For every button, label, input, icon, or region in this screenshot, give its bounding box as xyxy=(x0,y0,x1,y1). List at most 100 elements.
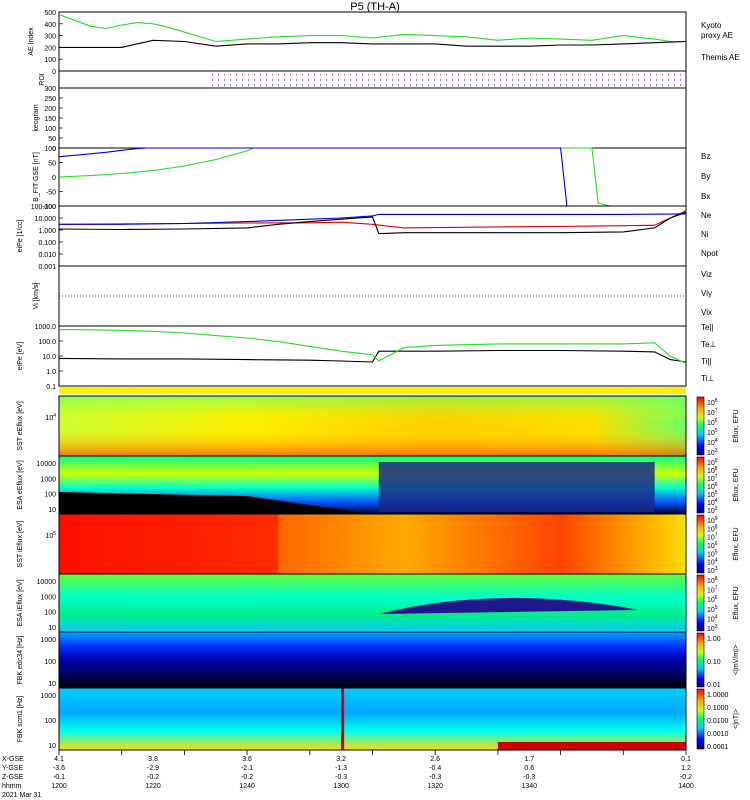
series-line-1 xyxy=(58,147,611,207)
legend-entry-0: Viz xyxy=(701,270,712,279)
colorbar-tick-label: 105 xyxy=(707,428,718,437)
colorbar-label: Eflux, EFU xyxy=(733,468,740,501)
y-axis-label: eiPe [1/cc] xyxy=(17,220,24,253)
y-tick-label: 1000 xyxy=(40,637,56,644)
spectrogram-hot-region xyxy=(341,688,345,750)
y-tick-label: 0.1 xyxy=(46,384,56,391)
x-tick-label: 1300 xyxy=(333,783,349,790)
x-axis-row-label-1: Y-GSE xyxy=(2,765,23,772)
y-tick-label: 10.000 xyxy=(35,216,57,223)
y-tick-label: 100.000 xyxy=(31,204,56,211)
y-axis-label: Vi [km/s] xyxy=(33,283,40,310)
colorbar-tick-label: 104 xyxy=(707,558,718,567)
colorbar-tick-label: 0.10 xyxy=(707,659,721,666)
colorbar-tick-label: 106 xyxy=(707,595,718,604)
panel-keogram: 300 250 200 150 100 50 0 keogram xyxy=(33,86,687,153)
y-tick-label: 150 xyxy=(44,116,56,123)
panel-temperature: 1000.0 100.0 10.0 1.0 0.1 eiPe [eV] Te|| Te⊥ Ti|… xyxy=(17,323,716,391)
y-tick-label: 0 xyxy=(52,69,56,76)
series-line-2 xyxy=(58,329,687,364)
legend-entry-0b: proxy AE xyxy=(701,31,733,40)
y-tick-label: 10000 xyxy=(37,461,57,468)
colorbar-label: <|mV/m|> xyxy=(733,645,740,675)
colorbar-tick-label: 105 xyxy=(707,490,718,499)
x-tick-label: 1200 xyxy=(51,783,67,790)
x-axis-row-label-3: hhmm xyxy=(2,783,22,790)
colorbar-tick-label: 109 xyxy=(707,516,718,525)
legend-entry-1: By xyxy=(701,172,710,181)
y-tick-label: 0.010 xyxy=(38,252,56,259)
x-tick-label: 1400 xyxy=(678,783,694,790)
y-axis-label: SST eEflux [eV] xyxy=(17,401,24,450)
y-axis-label: eiPe [eV] xyxy=(17,342,24,370)
y-tick-label: -100 xyxy=(42,204,56,211)
y-tick-label: 0 xyxy=(52,146,56,153)
colorbar xyxy=(696,456,705,514)
x-tick-label: 0.1 xyxy=(681,756,691,763)
x-tick-label: -0.4 xyxy=(429,765,441,772)
legend-entry-2: Ti|| xyxy=(701,357,712,366)
spectrogram-hot-region xyxy=(497,742,686,750)
y-tick-label: 300 xyxy=(44,34,56,41)
panel-frame xyxy=(58,325,687,387)
spectrogram-image xyxy=(59,632,686,688)
y-tick-label: 200 xyxy=(44,45,56,52)
colorbar-tick-label: 103 xyxy=(707,624,718,633)
series-line-2 xyxy=(59,213,687,225)
panel-frame xyxy=(58,87,687,149)
legend-entry-3: Ti⊥ xyxy=(701,374,714,383)
y-tick-label: 104 xyxy=(45,413,56,422)
y-tick-label: 1000 xyxy=(40,693,56,700)
colorbar-tick-label: 109 xyxy=(707,458,718,467)
colorbar-tick-label: 108 xyxy=(707,398,718,407)
colorbar-tick-label: 1.0000 xyxy=(707,692,729,699)
y-tick-label: 0.100 xyxy=(38,240,56,247)
spectrogram-overlay xyxy=(59,396,686,456)
y-tick-label: 1.000 xyxy=(38,228,56,235)
spectrogram-dark-region xyxy=(59,492,373,514)
panel-spectrogram-6: 1000 100 10 FBK scm1 [Hz] 1.0000 0.1000 0.0100… xyxy=(17,687,740,751)
x-tick-label: -0.2 xyxy=(241,774,253,781)
date-label: 2021 Mar 31 xyxy=(2,792,41,799)
x-tick-label: -1.3 xyxy=(335,765,347,772)
colorbar-tick-label: 103 xyxy=(707,448,718,457)
colorbar-tick-label: 108 xyxy=(707,576,718,585)
x-tick-label: -3.6 xyxy=(53,765,65,772)
spectrogram-hot-region xyxy=(59,514,279,574)
y-axis-label: FBK edc34 [Hz] xyxy=(17,635,24,684)
panel-density: 100.000 10.000 1.000 0.100 0.010 0.001 eiPe [1… xyxy=(17,204,719,271)
colorbar-tick-label: 0.1000 xyxy=(707,705,729,712)
y-tick-label: 50 xyxy=(48,136,56,143)
y-tick-label: 10 xyxy=(48,681,56,688)
colorbar-tick-label: 0.0010 xyxy=(707,731,729,738)
legend-entry-1: Ni xyxy=(701,230,709,239)
colorbar-tick-label: 107 xyxy=(707,474,718,483)
colorbar-tick-label: 106 xyxy=(707,482,718,491)
x-tick-label: 1220 xyxy=(145,783,161,790)
x-tick-label: 3.6 xyxy=(242,756,252,763)
spectrogram-dark-region xyxy=(378,462,655,512)
panel-frame xyxy=(58,70,687,89)
colorbar-tick-label: 105 xyxy=(707,549,718,558)
y-axis-label: AE Index xyxy=(28,27,35,56)
y-tick-label: 500 xyxy=(44,10,56,17)
y-tick-label: 100 xyxy=(44,146,56,153)
x-tick-label: 0.6 xyxy=(524,765,534,772)
panel-frame xyxy=(58,147,687,207)
colorbar-tick-label: 106 xyxy=(707,418,718,427)
panel-spectrogram-5: 1000 100 10 FBK edc34 [Hz] 1.00 0.10 0.01 <|mV/… xyxy=(17,631,740,689)
legend-entry-2: Bx xyxy=(701,192,710,201)
colorbar xyxy=(696,574,705,632)
series-line-0 xyxy=(58,210,687,229)
legend-entry-2: Vix xyxy=(701,308,712,317)
colorbar-tick-label: 104 xyxy=(707,438,718,447)
y-tick-label: 400 xyxy=(44,22,56,29)
legend-entry-0: Ne xyxy=(701,211,712,220)
page-title: P5 (TH-A) xyxy=(350,1,400,13)
spectrogram-dark-region xyxy=(378,597,639,614)
y-tick-label: 250 xyxy=(44,96,56,103)
y-axis-label: ROI xyxy=(39,73,46,86)
